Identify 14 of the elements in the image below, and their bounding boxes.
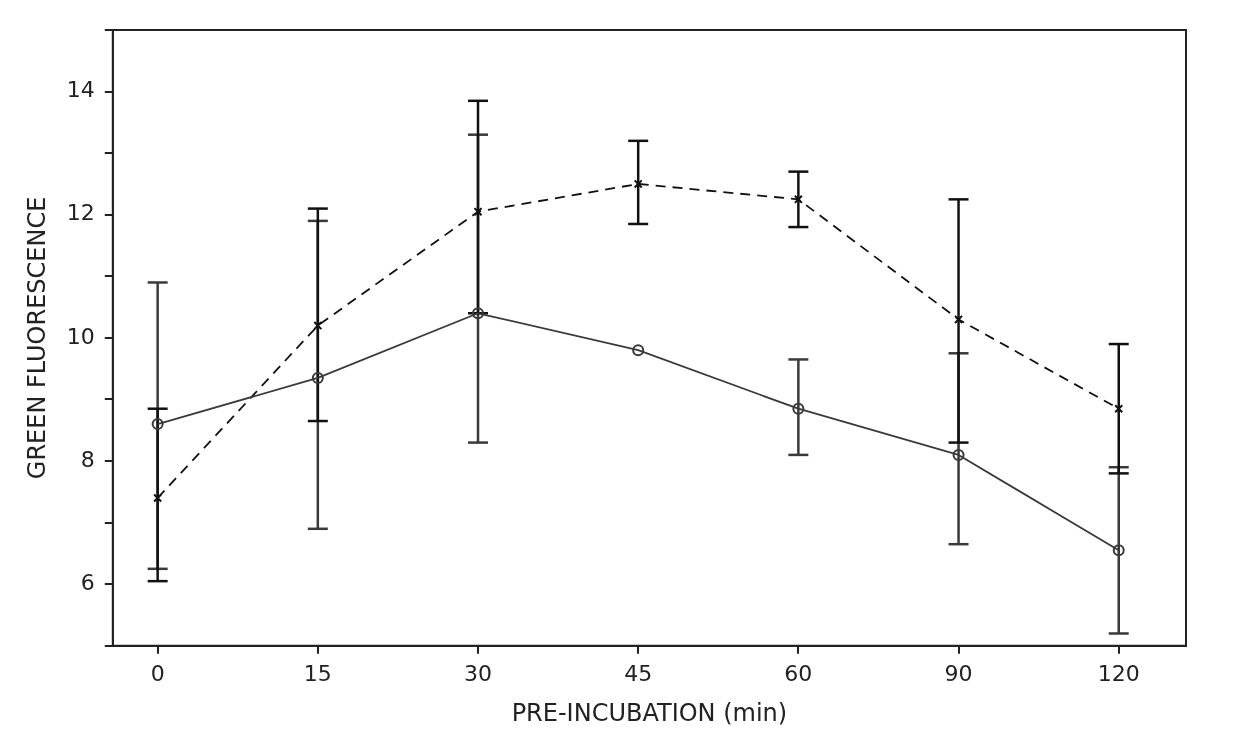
y-tick-label: 6 [80, 569, 95, 595]
x-tick-label: 120 [1097, 660, 1140, 686]
y-tick-label: 14 [66, 77, 95, 103]
x-tick-label: 60 [784, 660, 813, 686]
y-tick-label: 8 [80, 446, 95, 472]
x-tick-label: 15 [303, 660, 332, 686]
x-tick-label: 30 [464, 660, 492, 686]
y-tick-label: 12 [66, 200, 95, 226]
x-tick-label: 90 [944, 660, 973, 686]
x-axis-title: PRE-INCUBATION (min) [511, 698, 788, 727]
y-tick-label: 10 [66, 323, 95, 349]
x-tick-label: 45 [624, 660, 653, 686]
x-tick-label: 0 [150, 660, 165, 686]
y-axis-title: GREEN FLUORESCENCE [22, 196, 51, 480]
